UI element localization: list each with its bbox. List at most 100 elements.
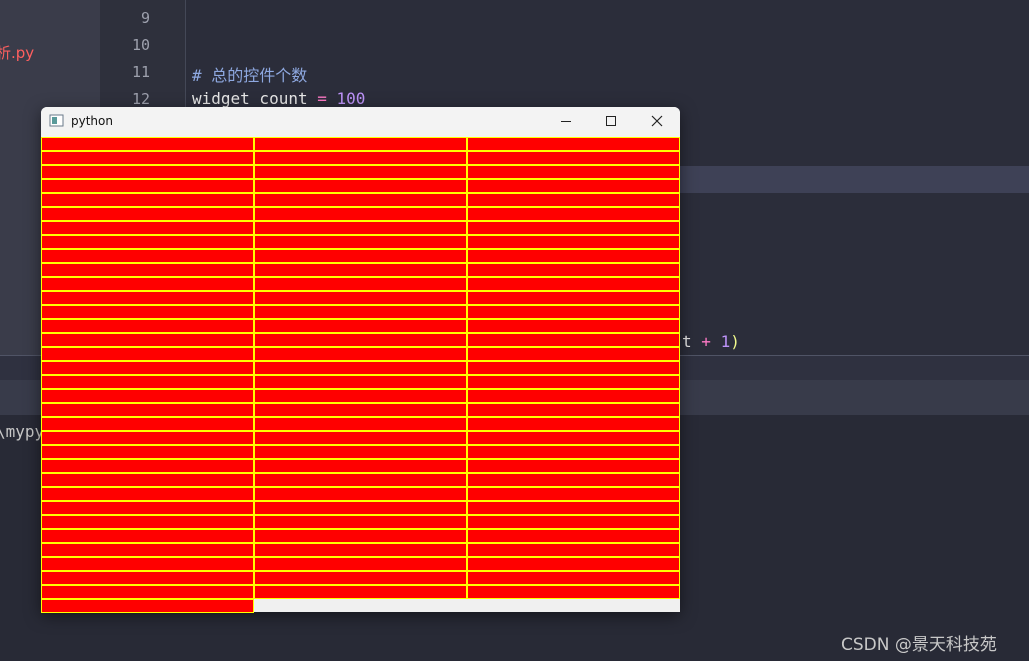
title-bar: python	[41, 107, 680, 137]
widget-cell	[254, 277, 467, 291]
widget-cell	[467, 249, 680, 263]
widget-cell	[467, 137, 680, 151]
widget-cell	[254, 263, 467, 277]
widget-cell	[41, 207, 254, 221]
widget-cell	[41, 179, 254, 193]
title-bar-icons	[49, 114, 663, 127]
widget-cell	[41, 529, 254, 543]
widget-cell	[254, 179, 467, 193]
widget-cell	[467, 277, 680, 291]
widget-cell	[41, 473, 254, 487]
file-name[interactable]: 析.py	[0, 44, 35, 62]
widget-cell	[467, 305, 680, 319]
widget-cell	[41, 305, 254, 319]
widget-cell	[254, 473, 467, 487]
widget-cell	[41, 165, 254, 179]
widget-cell	[254, 193, 467, 207]
maximize-button[interactable]	[606, 116, 616, 126]
widget-cell	[41, 249, 254, 263]
widget-cell	[41, 263, 254, 277]
widget-cell	[254, 165, 467, 179]
widget-cell	[467, 389, 680, 403]
widget-cell	[254, 207, 467, 221]
widget-cell	[41, 431, 254, 445]
widget-cell	[254, 557, 467, 571]
operator: +	[701, 332, 711, 351]
widget-cell	[254, 403, 467, 417]
bracket: )	[730, 332, 740, 351]
watermark: CSDN @景天科技苑	[841, 635, 997, 655]
widget-cell	[254, 417, 467, 431]
widget-cell	[467, 207, 680, 221]
widget-cell	[254, 459, 467, 473]
widget-cell	[41, 151, 254, 165]
widget-cell	[467, 487, 680, 501]
widget-cell	[41, 487, 254, 501]
widget-cell	[254, 249, 467, 263]
close-button[interactable]	[651, 115, 663, 127]
widget-cell	[254, 333, 467, 347]
widget-cell	[41, 515, 254, 529]
code-line: widget_count = 100	[192, 89, 365, 108]
widget-cell	[467, 445, 680, 459]
widget-cell	[41, 277, 254, 291]
widget-cell	[41, 585, 254, 599]
widget-cell	[254, 389, 467, 403]
widget-cell	[41, 319, 254, 333]
widget-cell	[467, 403, 680, 417]
line-number: 10	[131, 36, 150, 54]
widget-cell	[467, 165, 680, 179]
widget-cell	[41, 291, 254, 305]
widget-cell	[254, 501, 467, 515]
comment: # 总的控件个数	[192, 66, 308, 85]
code-fragment: t + 1)	[682, 332, 740, 351]
widget-cell	[467, 459, 680, 473]
widget-cell	[467, 151, 680, 165]
widget-cell	[467, 585, 680, 599]
widget-cell	[254, 305, 467, 319]
widget-cell	[254, 347, 467, 361]
widget-cell	[41, 599, 254, 613]
terminal-text: \mypy	[0, 422, 45, 441]
widget-cell	[254, 151, 467, 165]
number: 100	[336, 89, 366, 108]
widget-cell	[467, 431, 680, 445]
widget-cell	[41, 403, 254, 417]
window-title: python	[71, 114, 113, 128]
widget-cell	[467, 319, 680, 333]
widget-cell	[41, 501, 254, 515]
widget-cell	[254, 515, 467, 529]
number: 1	[720, 332, 731, 351]
app-icon-part	[52, 117, 57, 124]
widget-cell	[467, 235, 680, 249]
widget-cell	[467, 543, 680, 557]
widget-cell	[41, 193, 254, 207]
widget-cell	[254, 235, 467, 249]
widget-cell	[467, 571, 680, 585]
widget-cell	[254, 291, 467, 305]
identifier: t	[682, 332, 692, 351]
widget-cell	[467, 417, 680, 431]
widget-cell	[254, 375, 467, 389]
widget-cell	[254, 431, 467, 445]
widget-cell	[467, 347, 680, 361]
identifier: widget_count	[192, 89, 308, 108]
widget-cell	[254, 361, 467, 375]
widget-cell	[41, 347, 254, 361]
widget-cell	[41, 235, 254, 249]
widget-cell	[254, 445, 467, 459]
widget-cell	[41, 375, 254, 389]
widget-cell	[41, 221, 254, 235]
widget-cell	[467, 515, 680, 529]
widget-cell	[41, 389, 254, 403]
widget-cell	[41, 361, 254, 375]
widget-cell	[41, 333, 254, 347]
widget-cell	[41, 445, 254, 459]
widget-cell	[254, 137, 467, 151]
widget-cell	[254, 543, 467, 557]
widget-cell	[467, 375, 680, 389]
widget-cell	[41, 571, 254, 585]
widget-cell	[41, 417, 254, 431]
widget-cell	[467, 501, 680, 515]
